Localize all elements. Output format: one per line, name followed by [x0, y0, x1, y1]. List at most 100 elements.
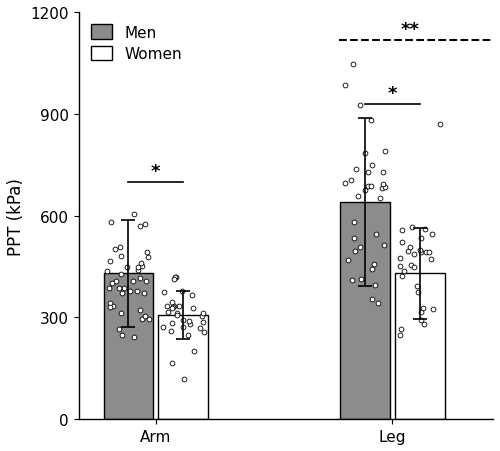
- Point: [112, 277, 120, 285]
- Point: [400, 268, 408, 275]
- Point: [351, 248, 359, 255]
- Point: [128, 278, 136, 285]
- Point: [117, 253, 125, 260]
- Point: [179, 324, 187, 331]
- Point: [356, 102, 364, 109]
- Legend: Men, Women: Men, Women: [86, 21, 187, 67]
- Point: [430, 306, 438, 313]
- Point: [105, 285, 113, 292]
- Point: [370, 261, 378, 268]
- Point: [190, 347, 198, 354]
- Point: [160, 289, 168, 296]
- Point: [109, 303, 117, 310]
- Point: [413, 283, 421, 290]
- Point: [168, 319, 176, 327]
- Point: [172, 274, 180, 281]
- Point: [354, 193, 362, 200]
- Point: [350, 62, 358, 69]
- Point: [168, 299, 176, 306]
- Bar: [104, 274, 154, 419]
- Point: [141, 313, 149, 320]
- Point: [374, 300, 382, 307]
- Point: [378, 185, 386, 192]
- Point: [200, 329, 207, 336]
- Point: [426, 249, 434, 257]
- Point: [380, 169, 388, 176]
- Point: [421, 226, 429, 233]
- Point: [199, 319, 207, 326]
- Point: [376, 195, 384, 202]
- Point: [410, 264, 418, 271]
- Point: [184, 331, 192, 338]
- Point: [130, 211, 138, 218]
- Point: [114, 285, 122, 292]
- Point: [140, 290, 148, 297]
- Point: [370, 282, 378, 289]
- Point: [174, 311, 182, 318]
- Point: [168, 360, 176, 367]
- Point: [419, 304, 427, 312]
- Point: [420, 321, 428, 328]
- Point: [186, 321, 194, 328]
- Point: [134, 263, 142, 271]
- Point: [380, 184, 388, 192]
- Point: [396, 254, 404, 262]
- Point: [368, 266, 376, 273]
- Point: [416, 247, 424, 254]
- Point: [164, 309, 172, 316]
- Point: [396, 326, 404, 333]
- Point: [184, 317, 192, 324]
- Point: [196, 324, 204, 331]
- Point: [130, 333, 138, 341]
- Point: [414, 288, 422, 295]
- Point: [118, 290, 126, 297]
- Bar: [340, 202, 390, 419]
- Point: [124, 264, 132, 271]
- Point: [159, 324, 167, 331]
- Point: [136, 223, 144, 230]
- Text: *: *: [151, 162, 160, 180]
- Point: [180, 375, 188, 382]
- Point: [428, 231, 436, 239]
- Point: [379, 181, 387, 188]
- Point: [142, 221, 150, 228]
- Point: [172, 273, 179, 281]
- Point: [117, 309, 125, 317]
- Point: [136, 275, 144, 282]
- Point: [106, 258, 114, 265]
- Point: [198, 309, 206, 317]
- Point: [398, 227, 406, 235]
- Point: [406, 244, 414, 251]
- Point: [188, 305, 196, 312]
- Point: [380, 242, 388, 249]
- Point: [348, 177, 356, 184]
- Point: [188, 291, 196, 299]
- Point: [350, 219, 358, 226]
- Text: **: **: [400, 21, 419, 39]
- Point: [104, 268, 112, 275]
- Point: [167, 327, 175, 334]
- Point: [120, 285, 128, 292]
- Point: [367, 117, 375, 124]
- Point: [170, 304, 177, 311]
- Point: [398, 239, 406, 247]
- Point: [410, 251, 418, 258]
- Point: [126, 288, 134, 295]
- Point: [348, 276, 356, 284]
- Bar: [395, 274, 444, 419]
- Point: [118, 331, 126, 339]
- Point: [406, 262, 414, 269]
- Point: [142, 278, 150, 285]
- Point: [364, 183, 372, 190]
- Point: [106, 304, 114, 311]
- Point: [417, 308, 425, 316]
- Point: [143, 249, 151, 257]
- Point: [416, 317, 424, 324]
- Point: [368, 162, 376, 170]
- Point: [136, 307, 144, 314]
- Point: [168, 304, 175, 312]
- Point: [398, 273, 406, 281]
- Point: [418, 249, 426, 257]
- Point: [112, 245, 120, 253]
- Point: [418, 235, 426, 243]
